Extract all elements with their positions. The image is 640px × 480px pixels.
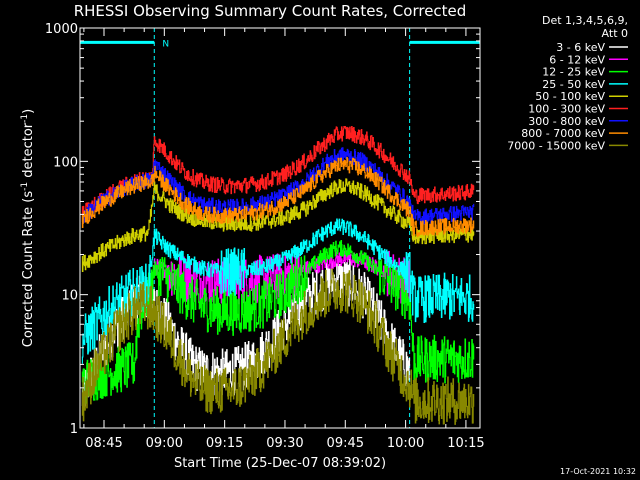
legend-label-9: 7000 - 15000 keV [507,139,605,152]
legend-label-8: 800 - 7000 keV [521,127,605,140]
x-tick-label-6: 10:00 [387,436,424,451]
legend-label-4: 25 - 50 keV [542,78,605,91]
night-label: N [162,39,169,49]
series-line-4 [81,218,475,364]
legend-label-2: 6 - 12 keV [549,53,605,66]
legend-title-line1: Det 1,3,4,5,6,9, [542,14,628,27]
legend-label-3: 12 - 25 keV [542,66,605,79]
y-tick-label-2: 10 [61,289,78,304]
chart-title: RHESSI Observing Summary Count Rates, Co… [74,2,467,20]
plot-frame [79,27,481,429]
legend-title-line2: Att 0 [602,27,628,40]
footer-date: 17-Oct-2021 10:32 [560,467,636,476]
y-tick-label-3: 100 [53,155,78,170]
x-tick-label-4: 09:30 [266,436,303,451]
y-axis-label: Corrected Count Rate (s-1 detector-1) [20,109,36,347]
series-line-8 [81,156,475,238]
x-tick-label-1: 08:45 [85,436,122,451]
series-line-5 [81,178,475,273]
series-line-7 [81,147,475,225]
x-tick-label-7: 10:15 [447,436,484,451]
y-tick-label-4: 1000 [45,22,78,37]
x-axis-label: Start Time (25-Dec-07 08:39:02) [174,456,386,471]
x-tick-label-2: 09:00 [146,436,183,451]
x-tick-label-3: 09:15 [206,436,243,451]
series-layer [81,125,475,425]
legend-label-1: 3 - 6 keV [556,41,605,54]
legend-label-7: 300 - 800 keV [528,115,605,128]
y-tick-label-1: 1 [70,422,78,437]
x-tick-label-5: 09:45 [327,436,364,451]
legend-label-6: 100 - 300 keV [528,103,605,116]
axes: 08:45 09:00 09:15 09:30 09:45 10:00 10:15 1 10 10… [45,22,485,451]
series-line-9 [81,268,475,425]
legend-label-5: 50 - 100 keV [535,90,605,103]
